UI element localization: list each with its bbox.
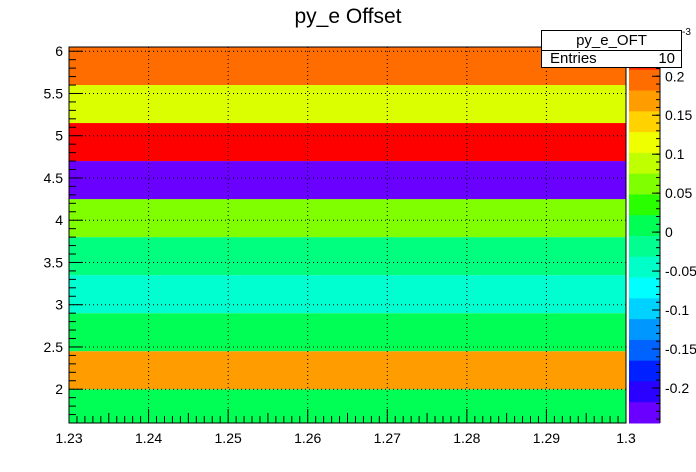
palette-cell <box>629 132 660 154</box>
heatmap-band-5 <box>69 199 626 238</box>
stats-entries-value: 10 <box>658 50 675 67</box>
z-tick-label: 0.05 <box>665 185 692 201</box>
palette-cell <box>629 402 660 424</box>
heatmap-band-9 <box>69 47 626 86</box>
x-tick-label: 1.23 <box>55 430 82 446</box>
heatmap-band-6 <box>69 161 626 200</box>
y-tick-label: 2.5 <box>44 339 64 355</box>
heatmap-band-8 <box>69 85 626 124</box>
heatmap-band-3 <box>69 275 626 314</box>
z-tick-label: -0.05 <box>665 263 696 279</box>
heatmap-band-1 <box>69 351 626 390</box>
heatmap-band-2 <box>69 313 626 352</box>
x-tick-label: 1.27 <box>374 430 401 446</box>
z-tick-label: -0.1 <box>665 302 689 318</box>
z-tick-label: 0.15 <box>665 107 692 123</box>
y-tick-label: 5.5 <box>44 85 64 101</box>
stats-entries-label: Entries <box>550 50 597 67</box>
stats-box-name: py_e_OFT <box>542 31 681 51</box>
y-tick-label: 3 <box>55 297 63 313</box>
palette-cell <box>629 215 660 237</box>
y-tick-label: 2 <box>55 381 63 397</box>
stats-box: py_e_OFT Entries 10 <box>541 30 682 68</box>
x-tick-label: 1.28 <box>453 430 480 446</box>
palette-cell <box>629 277 660 299</box>
z-axis-exponent: -3 <box>682 27 691 38</box>
palette-cell <box>629 339 660 362</box>
y-tick-label: 3.5 <box>44 254 64 270</box>
palette-cell <box>629 152 660 175</box>
palette-cell <box>629 298 660 320</box>
palette-cell <box>629 381 660 403</box>
y-tick-label: 4.5 <box>44 170 64 186</box>
z-tick-label: -0.15 <box>665 341 696 357</box>
x-tick-label: 1.3 <box>616 430 636 446</box>
x-tick-label: 1.25 <box>215 430 242 446</box>
heatmap-band-7 <box>69 123 626 162</box>
y-tick-label: 6 <box>55 43 63 59</box>
stats-entries-row: Entries 10 <box>542 50 681 68</box>
z-tick-label: 0.1 <box>665 146 685 162</box>
palette-cell <box>629 111 660 133</box>
palette-cell <box>629 360 660 382</box>
x-tick-label: 1.29 <box>533 430 560 446</box>
chart-title: py_e Offset <box>294 5 402 28</box>
heatmap-band-4 <box>69 237 626 276</box>
x-tick-label: 1.24 <box>135 430 162 446</box>
y-tick-label: 5 <box>55 128 63 144</box>
palette-cell <box>629 173 660 195</box>
palette-cell <box>629 256 660 279</box>
palette-cell <box>629 90 660 112</box>
z-tick-label: 0 <box>665 224 673 240</box>
x-tick-label: 1.26 <box>294 430 321 446</box>
y-tick-label: 4 <box>55 212 63 228</box>
palette-cell <box>629 69 660 92</box>
z-tick-label: -0.2 <box>665 380 689 396</box>
palette-cell <box>629 236 660 258</box>
z-tick-label: 0.2 <box>665 68 685 84</box>
palette-cell <box>629 319 660 341</box>
palette-cell <box>629 194 660 216</box>
